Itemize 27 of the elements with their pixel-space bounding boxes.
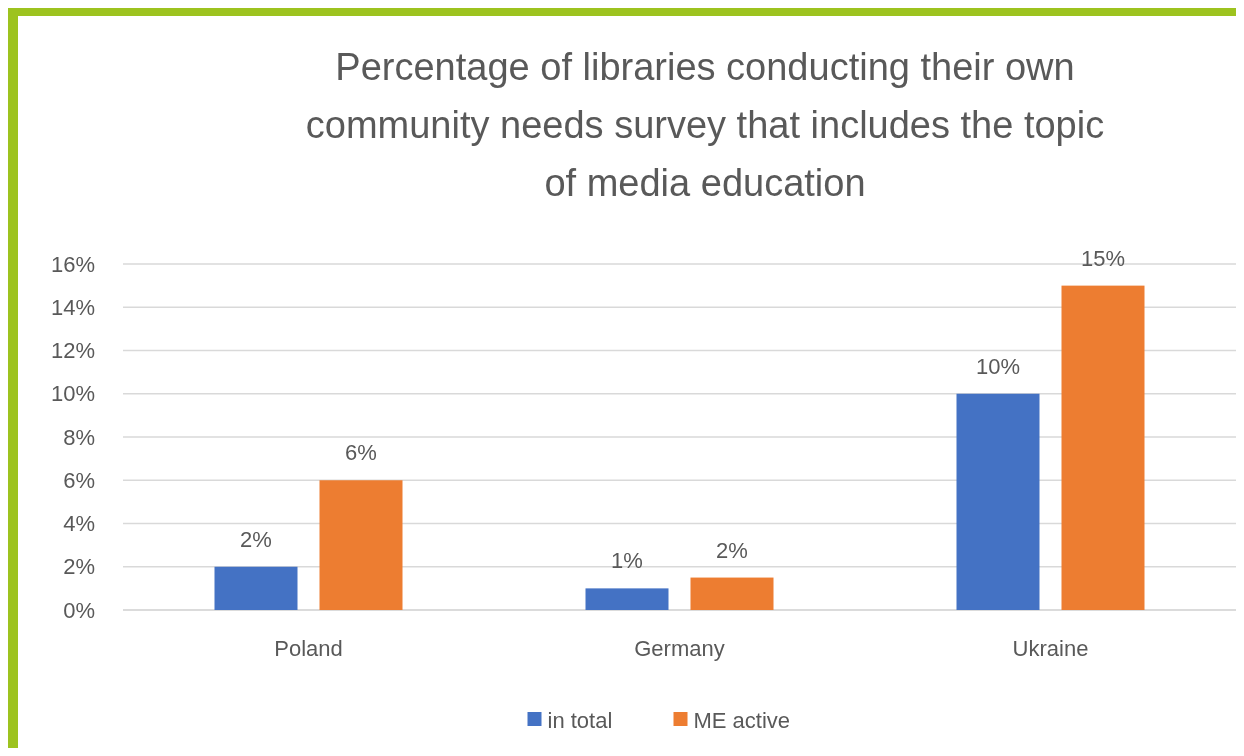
- y-tick-label: 6%: [63, 467, 95, 493]
- data-label: 2%: [240, 526, 272, 552]
- y-tick-label: 8%: [63, 424, 95, 450]
- legend-label: in total: [547, 707, 613, 733]
- x-tick-label: Germany: [634, 636, 725, 661]
- x-tick-label: Ukraine: [1012, 636, 1089, 661]
- y-tick-label: 14%: [50, 294, 95, 320]
- x-tick-label: Poland: [274, 636, 343, 661]
- bar: [1061, 285, 1145, 610]
- data-label: 15%: [1080, 245, 1126, 271]
- chart-title: Percentage of libraries conducting their own community needs survey that includes the topic of media education: [305, 46, 1105, 204]
- data-label: 1%: [611, 548, 643, 574]
- y-tick-label: 4%: [63, 511, 95, 537]
- data-label: 10%: [975, 353, 1021, 379]
- data-label: 6%: [345, 440, 377, 466]
- y-tick-label: 12%: [50, 338, 95, 364]
- bar: [214, 566, 298, 610]
- bar: [956, 393, 1040, 610]
- y-tick-label: 16%: [50, 251, 95, 277]
- bar: [690, 577, 774, 610]
- y-tick-label: 0%: [63, 597, 95, 623]
- data-label: 2%: [716, 537, 748, 563]
- y-tick-label: 2%: [63, 554, 95, 580]
- bar: [585, 588, 669, 610]
- legend-label: ME active: [693, 707, 791, 733]
- y-tick-label: 10%: [50, 381, 95, 407]
- bar: [319, 480, 403, 610]
